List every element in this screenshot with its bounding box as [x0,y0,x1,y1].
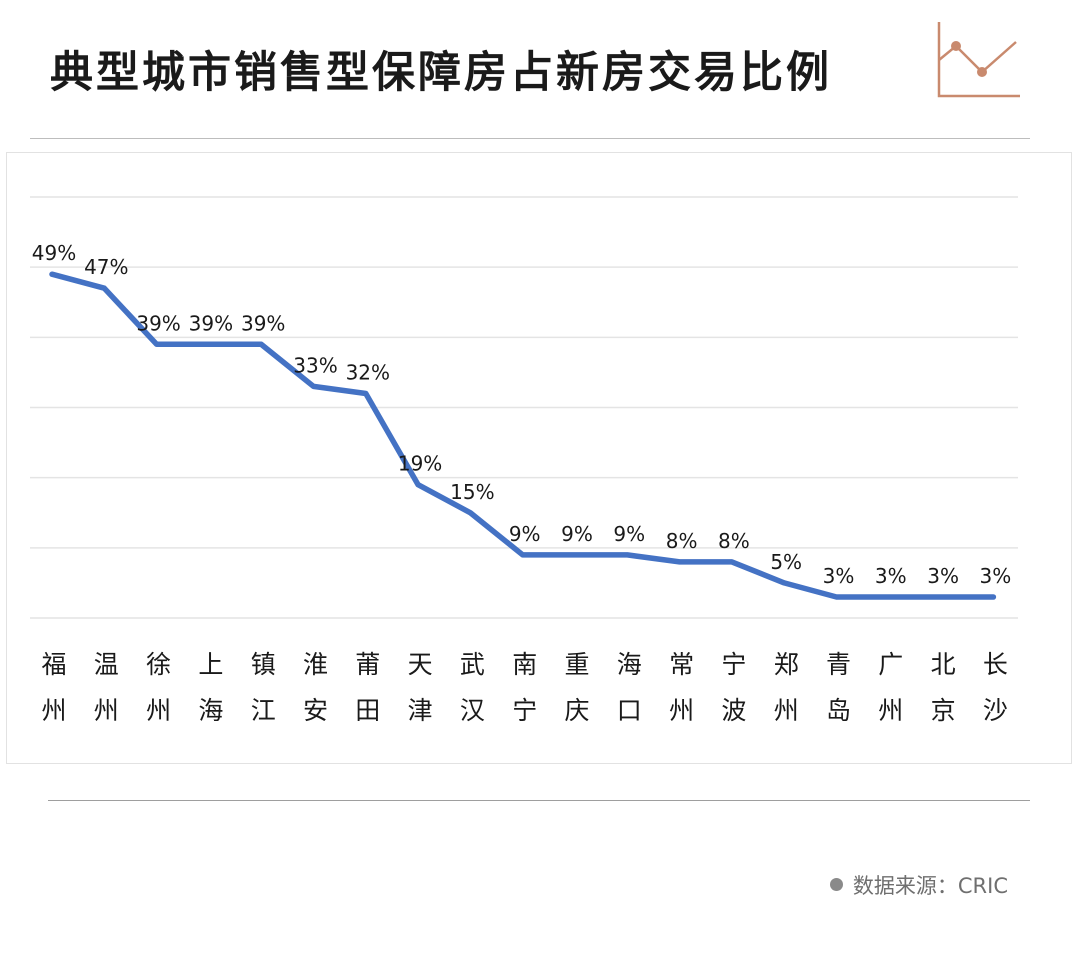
data-source: 数据来源：CRIC [829,870,1008,900]
category-tick-label: 郑州 [774,650,799,725]
category-tick-label: 长沙 [983,650,1008,725]
data-label: 49% [32,241,76,265]
category-tick-label: 天津 [408,650,433,725]
line-chart-icon [937,22,1020,98]
data-label: 32% [346,360,390,384]
data-label: 3% [927,564,959,588]
data-label: 47% [84,255,128,279]
category-tick-label: 莆田 [355,650,380,725]
category-tick-label: 上海 [198,650,223,725]
data-label: 39% [136,311,180,335]
footer-divider [48,800,1030,801]
data-label: 3% [875,564,907,588]
category-tick-label: 北京 [931,650,956,725]
bullet-dot-icon [829,878,843,891]
category-tick-label: 常州 [669,650,694,725]
category-tick-label: 温州 [94,650,119,725]
category-tick-label: 徐州 [146,650,171,725]
data-label: 3% [823,564,855,588]
data-label: 9% [613,522,645,546]
series-line [49,271,997,600]
title-divider [30,138,1030,139]
category-tick-label: 武汉 [460,650,485,725]
category-tick-label: 淮安 [303,650,328,725]
data-label: 9% [561,522,593,546]
data-label: 15% [450,480,494,504]
data-source-text: 数据来源：CRIC [852,874,1008,898]
category-tick-label: 青岛 [826,650,851,725]
data-label: 39% [189,311,233,335]
category-tick-label: 广州 [878,650,903,725]
data-label: 8% [718,529,750,553]
category-tick-label: 海口 [617,650,642,725]
data-label: 3% [980,564,1012,588]
category-tick-label: 宁波 [721,650,746,725]
chart-frame [6,152,1072,764]
data-label: 9% [509,522,541,546]
data-label: 33% [293,353,337,377]
data-label: 8% [666,529,698,553]
data-label: 39% [241,311,285,335]
page-title: 典型城市销售型保障房占新房交易比例 [50,48,832,98]
category-tick-label: 南宁 [512,650,537,725]
category-tick-label: 重庆 [564,650,589,725]
data-label: 19% [398,452,442,476]
category-tick-label: 镇江 [251,650,276,725]
data-label: 5% [770,550,802,574]
category-tick-label: 福州 [41,650,66,725]
